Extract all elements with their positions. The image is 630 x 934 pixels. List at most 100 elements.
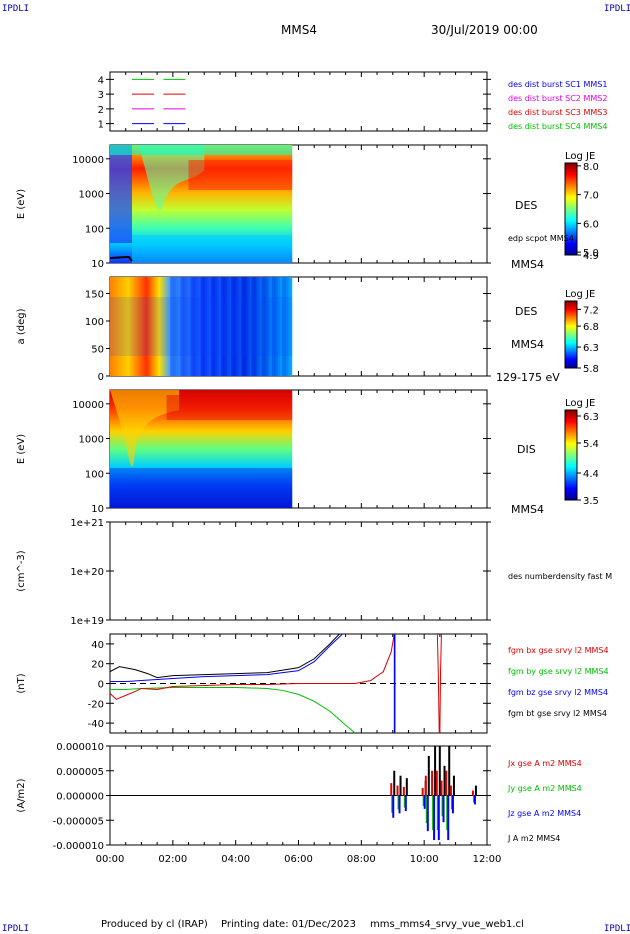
right-label: edp scpot MMS4 xyxy=(508,234,574,243)
y-axis-label: (cm^-3) xyxy=(16,550,27,591)
pitch-streak xyxy=(229,277,232,376)
spectrogram-patch xyxy=(110,390,180,467)
y-tick-label: -20 xyxy=(88,699,104,710)
pitch-streak xyxy=(253,277,256,376)
legend-entry: Jy gse A m2 MMS4 xyxy=(507,784,582,793)
pitch-streak xyxy=(206,277,209,376)
right-label: MMS4 xyxy=(511,338,544,351)
y-tick-label: 150 xyxy=(85,290,104,301)
pitch-streak xyxy=(202,277,205,376)
legend-entry: fgm bz gse srvy l2 MMS4 xyxy=(508,688,608,697)
spectrogram-patch xyxy=(110,468,293,508)
pitch-streak xyxy=(269,277,272,376)
panel-frame xyxy=(109,71,488,132)
spectrogram-patch xyxy=(166,395,293,420)
date-title: 30/Jul/2019 00:00 xyxy=(431,23,538,37)
legend-entry: fgm by gse srvy l2 MMS4 xyxy=(508,667,609,676)
pitch-streak xyxy=(208,277,211,376)
colorbar-tick-label: 5.4 xyxy=(583,439,599,450)
fgm-series xyxy=(110,634,340,679)
colorbar-tick-label: 6.0 xyxy=(583,219,599,230)
colorbar-tick-label: 7.0 xyxy=(583,191,599,202)
y-axis-label: a (deg) xyxy=(16,308,27,344)
legend-entry: des dist burst SC1 MMS1 xyxy=(508,80,607,89)
pitch-streak xyxy=(280,277,283,376)
y-tick-label: 1e+21 xyxy=(70,518,104,529)
spectrogram-patch xyxy=(110,145,293,155)
y-tick-label: 3 xyxy=(98,90,104,101)
y-tick-label: 10000 xyxy=(72,155,104,166)
right-label: DIS xyxy=(517,443,536,456)
pitch-streak xyxy=(277,277,281,376)
colorbar-tick-label: 6.8 xyxy=(583,322,599,333)
y-tick-label: 0.000005 xyxy=(56,767,104,778)
pitch-streak xyxy=(176,277,179,376)
pitch-streak xyxy=(261,277,264,376)
pitch-streak xyxy=(200,277,203,376)
colorbar-tick-label: 5.8 xyxy=(583,364,599,375)
y-tick-label: 2 xyxy=(98,105,104,116)
pitch-streak xyxy=(192,277,195,376)
pitch-streak xyxy=(178,277,181,376)
right-label: MMS4 xyxy=(511,258,544,271)
y-tick-label: 1000 xyxy=(79,190,104,201)
spectrogram-patch xyxy=(110,297,293,356)
y-axis-label: E (eV) xyxy=(16,189,27,219)
y-tick-label: 10 xyxy=(91,259,104,270)
pitch-streak xyxy=(212,277,215,376)
pitch-streak xyxy=(182,277,185,376)
pitch-streak xyxy=(265,277,268,376)
pitch-streak xyxy=(180,277,183,376)
pitch-streak xyxy=(216,277,219,376)
pitch-streak xyxy=(282,277,285,376)
colorbar-title: Log JE xyxy=(565,398,595,409)
y-axis-label: E (eV) xyxy=(16,434,27,464)
pitch-streak xyxy=(288,277,291,376)
pitch-streak xyxy=(286,277,289,376)
legend-entry: fgm bx gse srvy l2 MMS4 xyxy=(508,646,609,655)
y-tick-label: 10 xyxy=(91,504,104,515)
fgm-series xyxy=(393,634,396,733)
time-tick-label: 12:00 xyxy=(473,854,502,865)
pitch-streak xyxy=(225,277,228,376)
pitch-streak xyxy=(196,277,199,376)
colorbar xyxy=(564,409,578,501)
pitch-streak xyxy=(221,277,224,376)
pitch-streak xyxy=(245,277,248,376)
colorbar-tick-label: 7.2 xyxy=(583,305,599,316)
legend-entry: Jz gse A m2 MMS4 xyxy=(507,809,581,818)
y-tick-label: 4 xyxy=(98,75,104,86)
legend-entry: des dist burst SC4 MMS4 xyxy=(508,122,607,131)
spectrogram-patch xyxy=(188,160,293,190)
colorbar-tick-label: 4.4 xyxy=(583,469,599,480)
pitch-streak xyxy=(170,277,173,376)
y-axis-label: (A/m2) xyxy=(16,778,27,812)
pitch-streak xyxy=(198,277,201,376)
pitch-streak xyxy=(243,277,246,376)
y-tick-label: 0 xyxy=(98,372,104,383)
pitch-streak xyxy=(257,277,260,376)
pitch-streak xyxy=(251,277,254,376)
pitch-streak xyxy=(267,277,270,376)
fgm-series xyxy=(110,634,343,683)
y-tick-label: -40 xyxy=(88,719,104,730)
pitch-streak xyxy=(172,277,175,376)
right-label: 129-175 eV xyxy=(496,371,560,384)
colorbar-tick-label: 6.3 xyxy=(583,343,599,354)
corner-label-bottom-left: IPDLI xyxy=(2,924,30,934)
panel-frame xyxy=(109,521,488,621)
y-tick-label: -0.000010 xyxy=(53,841,104,852)
legend-entry: Jx gse A m2 MMS4 xyxy=(507,759,582,768)
y-tick-label: -0.000005 xyxy=(53,816,104,827)
footer-printing-date: Printing date: 01/Dec/2023 xyxy=(221,919,357,930)
pitch-streak xyxy=(174,277,177,376)
colorbar-tick-label: 3.5 xyxy=(583,496,599,507)
y-tick-label: 100 xyxy=(85,469,104,480)
y-tick-label: 0.000010 xyxy=(56,742,104,753)
legend-entry: fgm bt gse srvy l2 MMS4 xyxy=(508,709,607,718)
pitch-streak xyxy=(184,277,187,376)
y-tick-label: 50 xyxy=(91,345,104,356)
y-tick-label: 1e+19 xyxy=(70,616,104,627)
pitch-streak xyxy=(235,277,238,376)
pitch-streak xyxy=(275,277,278,376)
